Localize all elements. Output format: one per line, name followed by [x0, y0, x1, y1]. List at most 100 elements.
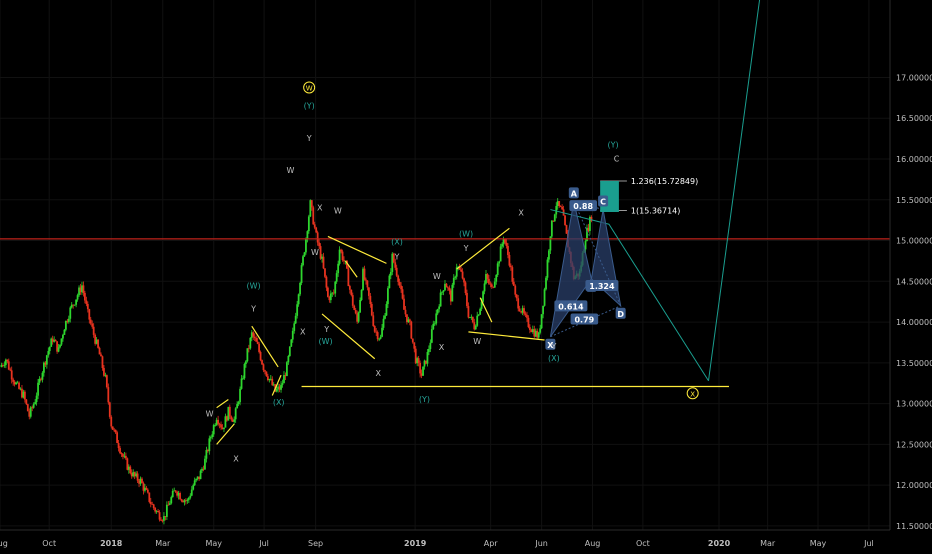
pattern-point-label: X [547, 341, 554, 350]
candle-body [444, 283, 446, 291]
candle-body [493, 281, 496, 288]
wave-label: X [690, 390, 695, 398]
candle-body [471, 316, 474, 323]
candle-body [518, 308, 521, 312]
candle-body [220, 424, 222, 428]
candle-body [394, 262, 397, 268]
candle-body [64, 320, 67, 330]
candle-body [407, 319, 410, 323]
candle-body [545, 277, 547, 290]
candle-body [335, 273, 338, 282]
candle-body [300, 265, 303, 283]
price-tick-label: 13.50000 [896, 359, 932, 368]
fib-level-label: 1(15.36714) [631, 206, 681, 215]
time-tick-label: 2020 [708, 539, 731, 548]
price-axis[interactable]: 11.50000 12.00000 12.50000 13.00000 13.50000… [889, 0, 932, 531]
candle-body [310, 200, 313, 208]
candle-body [97, 339, 99, 348]
candle-body [400, 285, 402, 290]
candle-body [84, 292, 86, 301]
pattern-ratio-label: 1.324 [589, 282, 615, 291]
candle-body [343, 260, 345, 262]
candle-body [53, 339, 56, 342]
candle-body [546, 259, 549, 278]
pattern-point-badge [615, 307, 626, 319]
candle-body [157, 510, 159, 513]
time-axis[interactable]: Aug Oct 2018 Mar May Jul Sep 2019 Apr Jun Aug Oct 20… [0, 529, 890, 548]
candle-body [81, 285, 83, 293]
candle-body [124, 455, 127, 459]
candle-body [101, 356, 104, 369]
candle-body [7, 361, 10, 370]
candle-body [269, 378, 272, 380]
candle-body [496, 263, 499, 275]
candle-body [526, 314, 528, 318]
candle-body [499, 246, 502, 262]
candle-body [509, 265, 512, 268]
candle-body [360, 290, 363, 300]
candle-body [69, 307, 72, 319]
pattern-point-label: A [571, 189, 578, 198]
candle-body [430, 329, 433, 343]
candle-body [517, 298, 520, 309]
candle-body [127, 466, 130, 470]
candle-body [388, 275, 391, 289]
candle-body [321, 256, 323, 259]
candle-body [441, 291, 443, 293]
candle-body [268, 379, 271, 381]
pattern-ratio-badge [570, 313, 599, 325]
candle-body [34, 402, 37, 405]
time-tick-label: Oct [636, 539, 650, 548]
candle-body [161, 520, 164, 522]
candle-body [363, 268, 366, 280]
candle-body [445, 283, 448, 288]
candle-body [246, 348, 249, 362]
candle-body [590, 216, 593, 221]
candle-body [385, 304, 388, 316]
pattern-ratio-label: 0.88 [573, 202, 593, 211]
candle-body [288, 346, 291, 356]
candle-body [495, 274, 498, 282]
candle-body [79, 287, 82, 293]
wave-label: W [206, 410, 214, 419]
wave-label: W [334, 207, 342, 216]
candle-body [325, 276, 328, 288]
pattern-ratio-label: 0.79 [574, 315, 594, 324]
candle-body [86, 303, 89, 310]
candle-body [135, 473, 138, 477]
candle-body [56, 341, 58, 352]
candle-body [436, 309, 439, 314]
price-tick-label: 15.50000 [896, 196, 932, 205]
wave-structure-line [479, 297, 493, 323]
candle-body [192, 485, 195, 490]
candle-body [470, 316, 473, 318]
wave-structure-line [251, 325, 279, 368]
candle-body [507, 246, 509, 256]
candle-body [489, 283, 492, 285]
candle-body [410, 321, 413, 339]
candle-body [427, 349, 430, 353]
candle-body [540, 314, 543, 329]
candle-body [561, 206, 564, 210]
candle-body [262, 364, 265, 371]
candle-body [319, 246, 322, 259]
time-tick-label: Apr [484, 539, 499, 548]
candle-body [403, 298, 405, 310]
candle-body [211, 434, 214, 438]
candle-body [103, 368, 105, 376]
candle-body [195, 478, 198, 481]
candle-body [117, 443, 120, 449]
candle-body [326, 287, 329, 297]
candle-body [350, 289, 353, 296]
candle-body [179, 492, 181, 500]
candle-body [312, 207, 315, 225]
pattern-point-badge [598, 195, 609, 207]
wave-label: X [439, 343, 445, 352]
candle-body [512, 281, 515, 286]
wave-label: C [614, 154, 620, 163]
wave-structure-line [321, 313, 376, 360]
candle-body [379, 336, 382, 339]
candle-body [398, 281, 401, 286]
